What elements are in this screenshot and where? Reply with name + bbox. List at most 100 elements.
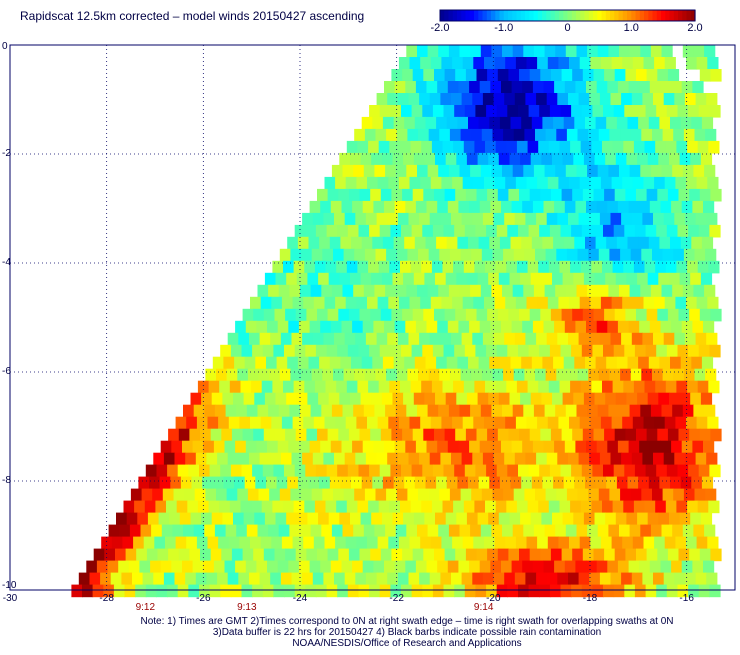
swath-cell [512, 164, 524, 178]
swath-cell [514, 212, 526, 226]
swath-cell [449, 248, 462, 262]
swath-cell [193, 524, 205, 538]
swath-cell [493, 212, 505, 226]
swath-cell [460, 128, 472, 142]
swath-cell [356, 536, 368, 550]
swath-cell [462, 176, 474, 190]
swath-cell [425, 116, 437, 130]
swath-cell [393, 476, 405, 490]
swath-cell [220, 584, 232, 598]
swath-cell [636, 69, 648, 82]
swath-cell [589, 332, 601, 346]
swath-cell [435, 392, 447, 406]
swath-cell [515, 296, 528, 310]
swath-cell [705, 128, 717, 142]
swath-cell [242, 308, 254, 322]
swath-cell [703, 440, 715, 454]
swath-cell [696, 536, 708, 550]
swath-cell [545, 248, 557, 262]
swath-cell [659, 116, 671, 130]
swath-cell [569, 57, 581, 70]
swath-cell [600, 536, 613, 550]
swath-cell [440, 332, 452, 346]
swath-cell [435, 152, 447, 166]
swath-cell [190, 392, 202, 406]
swath-cell [428, 248, 440, 262]
swath-cell [428, 488, 440, 502]
swath-cell [361, 116, 373, 130]
swath-cell [170, 476, 182, 490]
swath-cell [648, 476, 660, 490]
swath-cell [669, 392, 681, 406]
swath-cell [522, 440, 534, 454]
swath-cell [414, 236, 426, 250]
swath-cell [473, 57, 485, 70]
swath-cell [492, 128, 504, 142]
colorbar-segment [474, 10, 479, 21]
swath-cell [480, 164, 492, 178]
swath-cell [357, 500, 369, 514]
swath-cell [632, 416, 644, 430]
swath-cell [252, 584, 264, 598]
swath-cell [425, 356, 437, 370]
colorbar-segment [440, 10, 445, 21]
swath-cell [539, 584, 551, 598]
swath-cell [205, 368, 217, 382]
swath-cell [560, 464, 572, 478]
swath-cell [667, 428, 680, 442]
swath-cell [230, 344, 243, 358]
swath-cell [529, 69, 541, 82]
swath-cell [425, 476, 437, 490]
swath-cell [701, 236, 714, 250]
swath-cell [440, 572, 452, 586]
swath-cell [650, 284, 663, 298]
swath-cell [341, 560, 353, 574]
swath-cell [699, 69, 711, 82]
swath-cell [128, 560, 140, 574]
swath-cell [244, 476, 256, 490]
swath-cell [468, 116, 480, 130]
swath-cell [686, 57, 698, 70]
swath-cell [459, 164, 471, 178]
swath-cell [561, 69, 573, 82]
swath-cell [550, 69, 563, 82]
swath-cell [350, 152, 362, 166]
swath-cell [605, 272, 617, 286]
swath-cell [669, 512, 681, 526]
swath-cell [411, 464, 423, 478]
swath-cell [536, 332, 548, 346]
swath-cell [368, 500, 380, 514]
swath-cell [606, 476, 618, 490]
swath-cell [570, 380, 582, 394]
x-tick-label: -16 [679, 593, 694, 604]
swath-cell [598, 248, 610, 262]
swath-cell [163, 572, 176, 586]
swath-cell [493, 332, 505, 346]
swath-cell [628, 320, 640, 334]
swath-cell [272, 380, 284, 394]
swath-cell [268, 524, 280, 538]
swath-cell [424, 512, 436, 526]
swath-cell [295, 548, 307, 562]
swath-cell [414, 116, 426, 130]
swath-cell [303, 536, 315, 550]
swath-cell [704, 164, 716, 178]
swath-cell [634, 344, 647, 358]
swath-cell [302, 452, 314, 466]
swath-cell [538, 140, 550, 154]
swath-cell [459, 284, 471, 298]
swath-cell [656, 584, 668, 598]
swath-cell [700, 152, 713, 166]
swath-cell [194, 488, 206, 502]
colorbar-segment [593, 10, 598, 21]
swath-cell [348, 428, 361, 442]
swath-cell [480, 524, 492, 538]
swath-cell [610, 93, 622, 106]
swath-cell [700, 392, 713, 406]
swath-cell [603, 584, 615, 598]
swath-cell [414, 356, 426, 370]
swath-cell [465, 188, 478, 202]
swath-cell [473, 176, 485, 190]
colorbar-segment [576, 10, 581, 21]
swath-cell [487, 308, 499, 322]
